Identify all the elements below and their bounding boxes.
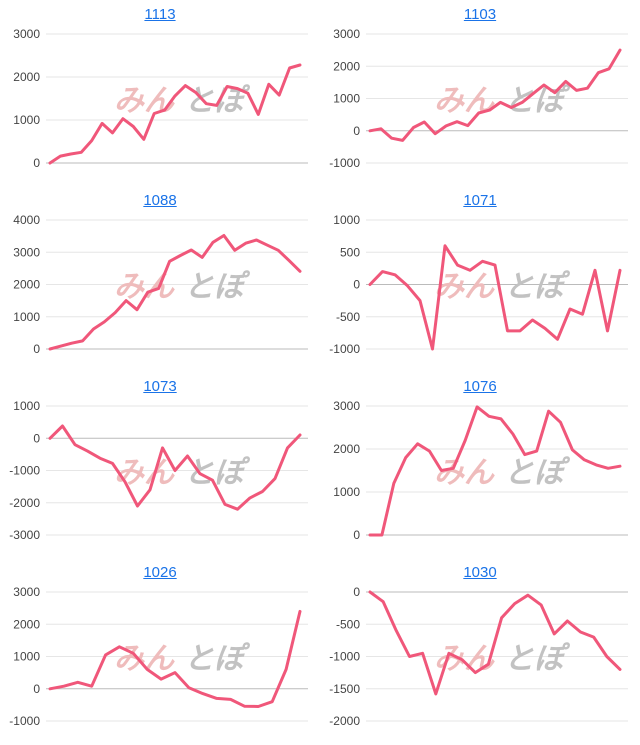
watermark-logo: みん とぽ [434, 642, 571, 677]
y-tick-label: 3000 [13, 585, 40, 599]
y-tick-label: 0 [33, 342, 40, 356]
line-chart-1073: -3000 -2000 -1000 0 1000 みん とぽ [9, 399, 308, 542]
line-chart-1026: -1000 0 1000 2000 3000 みん とぽ [9, 585, 308, 728]
chart-panel-1026: 1026 -1000 0 1000 2000 3000 みん とぽ [0, 558, 320, 744]
line-chart-1088: 0 1000 2000 3000 4000 みん とぽ [13, 213, 308, 356]
chart-panel-1076: 1076 0 1000 2000 3000 みん とぽ [320, 372, 640, 558]
y-tick-label: 2000 [13, 278, 40, 292]
y-tick-label: 0 [353, 278, 360, 292]
chart-title-link[interactable]: 1071 [463, 192, 497, 209]
y-tick-label: 0 [353, 124, 360, 138]
y-tick-label: 2000 [13, 617, 40, 631]
y-tick-label: 0 [353, 528, 360, 542]
y-tick-label: -1500 [329, 682, 360, 696]
line-chart-1030: -2000 -1500 -1000 -500 0 みん とぽ [329, 585, 628, 728]
chart-panel-1071: 1071 -1000 -500 0 500 1000 みん とぽ [320, 186, 640, 372]
y-tick-label: -1000 [329, 342, 360, 356]
line-chart-1076: 0 1000 2000 3000 みん とぽ [333, 399, 628, 542]
y-tick-label: 1000 [13, 310, 40, 324]
watermark-logo: みん とぽ [114, 456, 251, 491]
y-tick-label: 3000 [333, 399, 360, 413]
chart-title-link[interactable]: 1030 [463, 564, 497, 581]
watermark-logo: みん とぽ [114, 270, 251, 305]
y-tick-label: 3000 [13, 27, 40, 41]
y-tick-label: -1000 [329, 156, 360, 170]
y-tick-label: 2000 [333, 59, 360, 73]
chart-title-link[interactable]: 1103 [463, 6, 497, 23]
chart-title-link[interactable]: 1073 [143, 378, 177, 395]
watermark-logo: みん とぽ [114, 642, 251, 677]
series-line [48, 609, 302, 708]
y-tick-label: 2000 [13, 70, 40, 84]
chart-title-link[interactable]: 1113 [144, 6, 176, 23]
y-tick-label: 500 [340, 245, 360, 259]
y-tick-label: -1000 [329, 650, 360, 664]
y-tick-label: 0 [33, 156, 40, 170]
chart-panel-1088: 1088 0 1000 2000 3000 4000 みん とぽ [0, 186, 320, 372]
series-line [368, 244, 622, 351]
chart-panel-1073: 1073 -3000 -2000 -1000 0 1000 みん とぽ [0, 372, 320, 558]
y-tick-label: 1000 [333, 485, 360, 499]
y-tick-label: 3000 [333, 27, 360, 41]
y-tick-label: 1000 [13, 650, 40, 664]
series-line [368, 590, 622, 696]
y-tick-label: -500 [336, 617, 360, 631]
y-tick-label: -500 [336, 310, 360, 324]
y-tick-label: 4000 [13, 213, 40, 227]
series-line [48, 63, 302, 165]
y-tick-label: 3000 [13, 245, 40, 259]
watermark-logo: みん とぽ [434, 270, 571, 305]
line-chart-1071: -1000 -500 0 500 1000 みん とぽ [329, 213, 628, 356]
y-tick-label: 1000 [13, 399, 40, 413]
y-tick-label: -2000 [329, 714, 360, 728]
series-line [368, 48, 622, 142]
y-tick-label: 1000 [333, 213, 360, 227]
chart-panel-1113: 1113 0 1000 2000 3000 みん とぽ [0, 0, 320, 186]
y-tick-label: -1000 [9, 714, 40, 728]
y-tick-label: 2000 [333, 442, 360, 456]
chart-panel-1103: 1103 -1000 0 1000 2000 3000 みん とぽ [320, 0, 640, 186]
y-tick-label: 1000 [13, 113, 40, 127]
series-line [368, 405, 622, 537]
series-line [48, 234, 302, 351]
watermark-logo: みん とぽ [434, 456, 571, 491]
y-tick-label: 0 [33, 431, 40, 445]
chart-title-link[interactable]: 1076 [463, 378, 497, 395]
y-tick-label: -2000 [9, 496, 40, 510]
y-tick-label: -3000 [9, 528, 40, 542]
chart-title-link[interactable]: 1088 [143, 192, 177, 209]
chart-title-link[interactable]: 1026 [143, 564, 177, 581]
series-line [48, 424, 302, 511]
y-tick-label: 0 [33, 682, 40, 696]
y-tick-label: -1000 [9, 464, 40, 478]
chart-panel-1030: 1030 -2000 -1500 -1000 -500 0 みん とぽ [320, 558, 640, 744]
y-tick-label: 1000 [333, 92, 360, 106]
y-tick-label: 0 [353, 585, 360, 599]
